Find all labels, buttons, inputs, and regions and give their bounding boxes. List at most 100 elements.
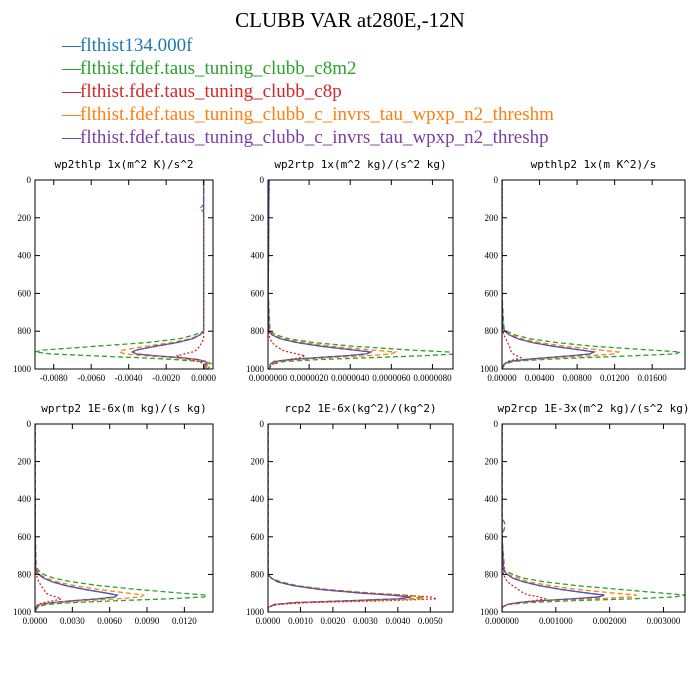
legend-label: flthist.fdef.taus_tuning_clubb_c_invrs_t… xyxy=(80,127,549,148)
panel-frame xyxy=(267,423,454,613)
x-tick-label: 0.0000060 xyxy=(372,373,411,383)
panel-4: wprtp2 1E-6x(m kg)/(s kg) 0 200 400 600 800 10… xyxy=(13,402,214,626)
y-tick-label: 1000 xyxy=(13,607,32,617)
x-tick-label: 0.0030 xyxy=(353,616,378,626)
series-line-2 xyxy=(502,424,685,612)
y-tick-label: 600 xyxy=(485,532,499,542)
y-tick-label: 1000 xyxy=(246,607,265,617)
x-tick-label: 0.0000000 xyxy=(249,373,288,383)
x-tick-label: 0.01200 xyxy=(600,373,630,383)
y-tick-label: 1000 xyxy=(480,607,499,617)
series-line-3 xyxy=(35,424,64,612)
chart-title: CLUBB VAR at280E,-12N xyxy=(235,8,465,32)
y-tick-label: 0 xyxy=(260,175,265,185)
y-tick-label: 600 xyxy=(485,288,499,298)
legend-item-2: —flthist.fdef.taus_tuning_clubb_c8m2 xyxy=(62,57,554,80)
series-line-3 xyxy=(268,424,437,612)
x-tick-label: -0.0020 xyxy=(152,373,180,383)
y-tick-label: 200 xyxy=(251,457,265,467)
y-tick-label: 600 xyxy=(18,288,32,298)
y-tick-label: 400 xyxy=(18,494,32,504)
legend-item-3: —flthist.fdef.taus_tuning_clubb_c8p xyxy=(62,80,554,103)
y-tick-label: 1000 xyxy=(480,364,499,374)
panel-frame xyxy=(501,179,686,370)
y-tick-label: 400 xyxy=(251,251,265,261)
y-tick-label: 400 xyxy=(18,251,32,261)
y-tick-label: 200 xyxy=(485,213,499,223)
y-tick-label: 400 xyxy=(485,494,499,504)
series-line-2 xyxy=(35,424,209,612)
y-tick-label: 0 xyxy=(494,419,499,429)
panel-5: rcp2 1E-6x(kg^2)/(kg^2) 0 200 400 600 800 1000… xyxy=(246,402,454,626)
x-tick-label: 0.000000 xyxy=(485,616,519,626)
y-tick-label: 200 xyxy=(251,213,265,223)
x-tick-label: 0.0030 xyxy=(60,616,85,626)
x-tick-label: 0.003000 xyxy=(647,616,681,626)
panel-title: wp2rtp 1x(m^2 kg)/(s^2 kg) xyxy=(274,158,446,171)
x-tick-label: 0.002000 xyxy=(593,616,627,626)
series-line-2 xyxy=(502,180,681,369)
x-tick-label: 0.0000 xyxy=(191,373,216,383)
x-tick-label: 0.0050 xyxy=(418,616,443,626)
x-tick-label: 0.0000080 xyxy=(413,373,452,383)
y-tick-label: 0 xyxy=(260,419,265,429)
legend-item-4: —flthist.fdef.taus_tuning_clubb_c_invrs_… xyxy=(62,103,554,126)
panel-frame xyxy=(34,423,214,613)
y-tick-label: 800 xyxy=(18,569,32,579)
y-tick-label: 800 xyxy=(18,326,32,336)
series-line-5 xyxy=(130,180,209,369)
panel-frame xyxy=(267,179,454,370)
y-tick-label: 0 xyxy=(494,175,499,185)
legend-item-5: —flthist.fdef.taus_tuning_clubb_c_invrs_… xyxy=(62,126,554,149)
x-tick-label: -0.0040 xyxy=(115,373,143,383)
series-line-1 xyxy=(268,180,374,369)
x-tick-label: 0.0000 xyxy=(256,616,281,626)
panel-title: rcp2 1E-6x(kg^2)/(kg^2) xyxy=(284,402,436,415)
x-tick-label: -0.0080 xyxy=(40,373,68,383)
x-tick-label: 0.0040 xyxy=(385,616,410,626)
series-line-2 xyxy=(268,180,453,369)
series-line-4 xyxy=(502,180,621,369)
y-tick-label: 400 xyxy=(485,251,499,261)
x-tick-label: 0.0020 xyxy=(321,616,346,626)
y-tick-label: 800 xyxy=(251,569,265,579)
y-tick-label: 800 xyxy=(485,569,499,579)
x-tick-label: 0.00400 xyxy=(525,373,555,383)
series-line-5 xyxy=(502,424,605,612)
y-tick-label: 800 xyxy=(251,326,265,336)
x-tick-label: 0.0000040 xyxy=(331,373,370,383)
series-line-3 xyxy=(502,424,548,612)
series-line-1 xyxy=(130,180,209,369)
y-tick-label: 1000 xyxy=(246,364,265,374)
x-tick-label: 0.0090 xyxy=(135,616,160,626)
x-tick-label: 0.0120 xyxy=(172,616,197,626)
legend-item-1: —flthist134.000f xyxy=(62,34,554,57)
series-line-4 xyxy=(502,424,637,612)
x-tick-label: 0.001000 xyxy=(539,616,573,626)
x-tick-label: 0.01600 xyxy=(638,373,668,383)
panel-6: wp2rcp 1E-3x(m^2 kg)/(s^2 kg) 0 200 400 600 8… xyxy=(480,402,690,626)
legend: —flthist134.000f —flthist.fdef.taus_tuni… xyxy=(62,34,554,149)
x-tick-label: 0.0000020 xyxy=(290,373,329,383)
x-tick-label: -0.0060 xyxy=(77,373,105,383)
panel-title: wprtp2 1E-6x(m kg)/(s kg) xyxy=(41,402,207,415)
y-tick-label: 600 xyxy=(251,532,265,542)
series-line-5 xyxy=(35,424,119,612)
panel-frame xyxy=(501,423,686,613)
panel-frame xyxy=(34,179,214,370)
series-line-5 xyxy=(502,180,597,369)
y-tick-label: 200 xyxy=(485,457,499,467)
panel-title: wpthlp2 1x(m K^2)/s xyxy=(531,158,657,171)
x-tick-label: 0.00000 xyxy=(487,373,517,383)
series-line-3 xyxy=(502,180,523,369)
legend-label: flthist.fdef.taus_tuning_clubb_c8m2 xyxy=(80,58,357,79)
legend-label: flthist.fdef.taus_tuning_clubb_c8p xyxy=(80,81,342,102)
series-line-3 xyxy=(175,180,209,369)
series-line-2 xyxy=(268,424,424,612)
legend-label: flthist.fdef.taus_tuning_clubb_c_invrs_t… xyxy=(80,104,554,125)
x-tick-label: 0.0010 xyxy=(288,616,313,626)
series-line-1 xyxy=(268,424,411,612)
y-tick-label: 200 xyxy=(18,213,32,223)
panel-title: wp2rcp 1E-3x(m^2 kg)/(s^2 kg) xyxy=(497,402,689,415)
